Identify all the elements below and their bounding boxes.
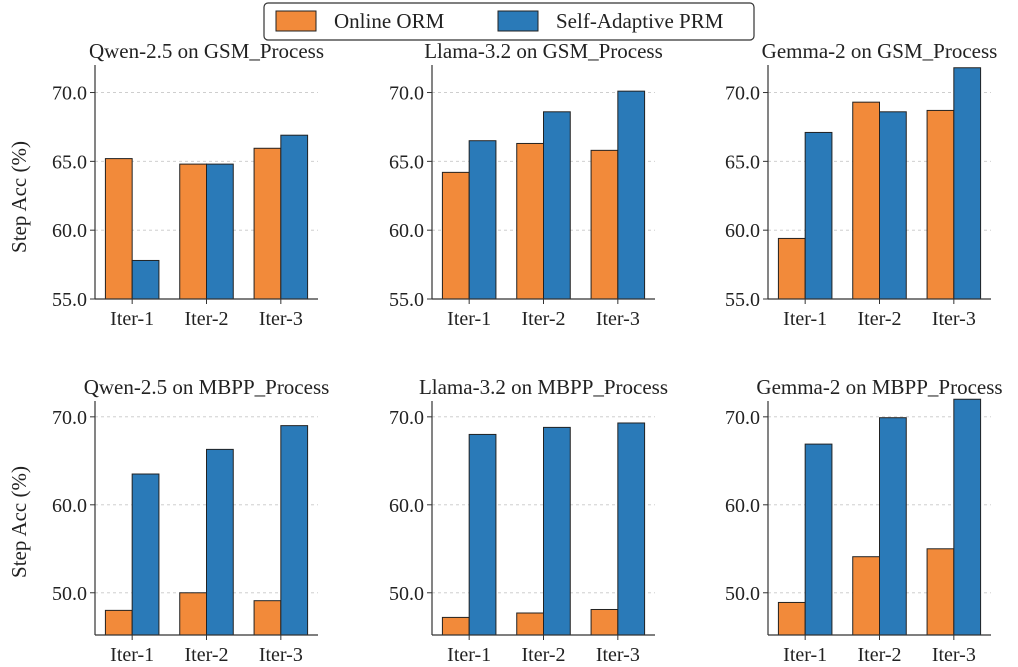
x-tick-label: Iter-2 xyxy=(184,308,228,330)
legend-swatch-self-adaptive-prm xyxy=(497,10,539,32)
subplot-title: Gemma-2 on MBPP_Process xyxy=(756,375,1002,399)
y-tick-label: 65.0 xyxy=(389,151,424,173)
subplot-title: Llama-3.2 on MBPP_Process xyxy=(419,375,668,399)
bar-online-orm-iter-2 xyxy=(516,142,544,300)
x-tick-label: Iter-1 xyxy=(447,644,491,666)
bar-self-adaptive-prm-iter-2 xyxy=(879,111,907,300)
y-axis-label-row-2: Step Acc (%) xyxy=(7,466,31,578)
bar-online-orm-iter-2 xyxy=(179,592,208,636)
subplot-qwen-2-5-on-mbpp-process: Qwen-2.5 on MBPP_Process 50.0 60.0 70.0 Iter… xyxy=(52,375,329,666)
x-tick-label: Iter-2 xyxy=(184,644,228,666)
bar-self-adaptive-prm-iter-1 xyxy=(468,433,497,636)
bar-self-adaptive-prm-iter-1 xyxy=(131,473,160,636)
bar-self-adaptive-prm-iter-3 xyxy=(280,134,309,300)
y-tick-label: 60.0 xyxy=(389,495,424,517)
x-tick-label: Iter-3 xyxy=(259,308,303,330)
bar-online-orm-iter-1 xyxy=(441,171,470,300)
y-axis-label-row-1: Step Acc (%) xyxy=(7,141,31,253)
y-tick-label: 50.0 xyxy=(389,583,424,605)
x-tick-label: Iter-2 xyxy=(521,644,565,666)
legend-label-self-adaptive-prm: Self-Adaptive PRM xyxy=(556,9,724,33)
x-tick-label: Iter-3 xyxy=(932,308,976,330)
y-tick-label: 60.0 xyxy=(725,495,760,517)
bar-online-orm-iter-3 xyxy=(926,548,955,636)
x-tick-label: Iter-3 xyxy=(259,644,303,666)
bar-self-adaptive-prm-iter-2 xyxy=(879,417,907,636)
y-tick-label: 50.0 xyxy=(725,583,760,605)
bar-self-adaptive-prm-iter-1 xyxy=(804,131,833,300)
y-tick-label: 70.0 xyxy=(389,407,424,429)
bar-online-orm-iter-3 xyxy=(926,109,955,300)
bar-self-adaptive-prm-iter-2 xyxy=(543,426,571,636)
bar-self-adaptive-prm-iter-1 xyxy=(804,443,833,636)
subplot-title: Qwen-2.5 on GSM_Process xyxy=(89,39,324,63)
subplot-gemma-2-on-mbpp-process: Gemma-2 on MBPP_Process 50.0 60.0 70.0 Iter-… xyxy=(725,375,1003,666)
bar-online-orm-iter-3 xyxy=(253,600,282,636)
x-tick-label: Iter-1 xyxy=(110,644,154,666)
y-tick-label: 70.0 xyxy=(52,83,87,105)
y-tick-label: 60.0 xyxy=(52,220,87,242)
x-tick-label: Iter-1 xyxy=(447,308,491,330)
y-tick-label: 65.0 xyxy=(52,151,87,173)
x-tick-label: Iter-1 xyxy=(110,308,154,330)
y-tick-label: 60.0 xyxy=(52,495,87,517)
bar-self-adaptive-prm-iter-2 xyxy=(543,111,571,300)
y-tick-label: 65.0 xyxy=(725,151,760,173)
y-tick-label: 70.0 xyxy=(725,83,760,105)
x-tick-label: Iter-3 xyxy=(932,644,976,666)
x-tick-label: Iter-1 xyxy=(783,308,827,330)
bar-self-adaptive-prm-iter-2 xyxy=(206,163,234,300)
y-tick-label: 55.0 xyxy=(725,289,760,311)
subplot-llama-3-2-on-gsm-process: Llama-3.2 on GSM_Process 55.0 60.0 65.0 70.0… xyxy=(389,39,663,330)
x-tick-label: Iter-3 xyxy=(596,308,640,330)
y-tick-label: 70.0 xyxy=(52,407,87,429)
x-tick-label: Iter-1 xyxy=(783,644,827,666)
bar-online-orm-iter-2 xyxy=(852,101,880,300)
bar-online-orm-iter-1 xyxy=(777,601,806,636)
bar-self-adaptive-prm-iter-3 xyxy=(617,90,646,300)
subplot-grid: Qwen-2.5 on GSM_Process 55.0 60.0 65.0 70.0 I… xyxy=(52,39,1003,666)
bar-self-adaptive-prm-iter-3 xyxy=(617,422,646,636)
y-tick-label: 60.0 xyxy=(389,220,424,242)
y-tick-label: 55.0 xyxy=(52,289,87,311)
subplot-gemma-2-on-gsm-process: Gemma-2 on GSM_Process 55.0 60.0 65.0 70.0 It… xyxy=(725,39,997,330)
bar-self-adaptive-prm-iter-1 xyxy=(131,259,160,300)
bar-online-orm-iter-1 xyxy=(441,616,470,636)
x-tick-label: Iter-3 xyxy=(596,644,640,666)
y-tick-label: 50.0 xyxy=(52,583,87,605)
subplot-title: Qwen-2.5 on MBPP_Process xyxy=(84,375,330,399)
bar-self-adaptive-prm-iter-1 xyxy=(468,140,497,300)
bar-self-adaptive-prm-iter-3 xyxy=(953,398,982,636)
legend-swatch-online-orm xyxy=(275,10,317,32)
bar-online-orm-iter-1 xyxy=(104,158,133,300)
legend: Online ORM Self-Adaptive PRM xyxy=(263,2,755,41)
subplot-qwen-2-5-on-gsm-process: Qwen-2.5 on GSM_Process 55.0 60.0 65.0 70.0 I… xyxy=(52,39,324,330)
bar-self-adaptive-prm-iter-3 xyxy=(953,67,982,300)
subplot-llama-3-2-on-mbpp-process: Llama-3.2 on MBPP_Process 50.0 60.0 70.0 Ite… xyxy=(389,375,668,666)
y-tick-label: 60.0 xyxy=(725,220,760,242)
bar-self-adaptive-prm-iter-2 xyxy=(206,448,234,636)
subplot-title: Llama-3.2 on GSM_Process xyxy=(424,39,663,63)
x-tick-label: Iter-2 xyxy=(521,308,565,330)
bar-online-orm-iter-3 xyxy=(590,608,619,636)
x-tick-label: Iter-2 xyxy=(857,308,901,330)
bar-online-orm-iter-1 xyxy=(104,609,133,636)
bar-online-orm-iter-3 xyxy=(253,147,282,300)
y-tick-label: 70.0 xyxy=(389,83,424,105)
subplot-title: Gemma-2 on GSM_Process xyxy=(762,39,998,63)
bar-online-orm-iter-2 xyxy=(516,612,544,636)
bar-online-orm-iter-3 xyxy=(590,149,619,300)
bar-online-orm-iter-2 xyxy=(852,556,880,636)
y-tick-label: 55.0 xyxy=(389,289,424,311)
bar-online-orm-iter-2 xyxy=(179,163,208,300)
y-tick-label: 70.0 xyxy=(725,407,760,429)
x-tick-label: Iter-2 xyxy=(857,644,901,666)
bar-online-orm-iter-1 xyxy=(777,237,806,300)
legend-label-online-orm: Online ORM xyxy=(334,9,445,33)
bar-self-adaptive-prm-iter-3 xyxy=(280,425,309,636)
